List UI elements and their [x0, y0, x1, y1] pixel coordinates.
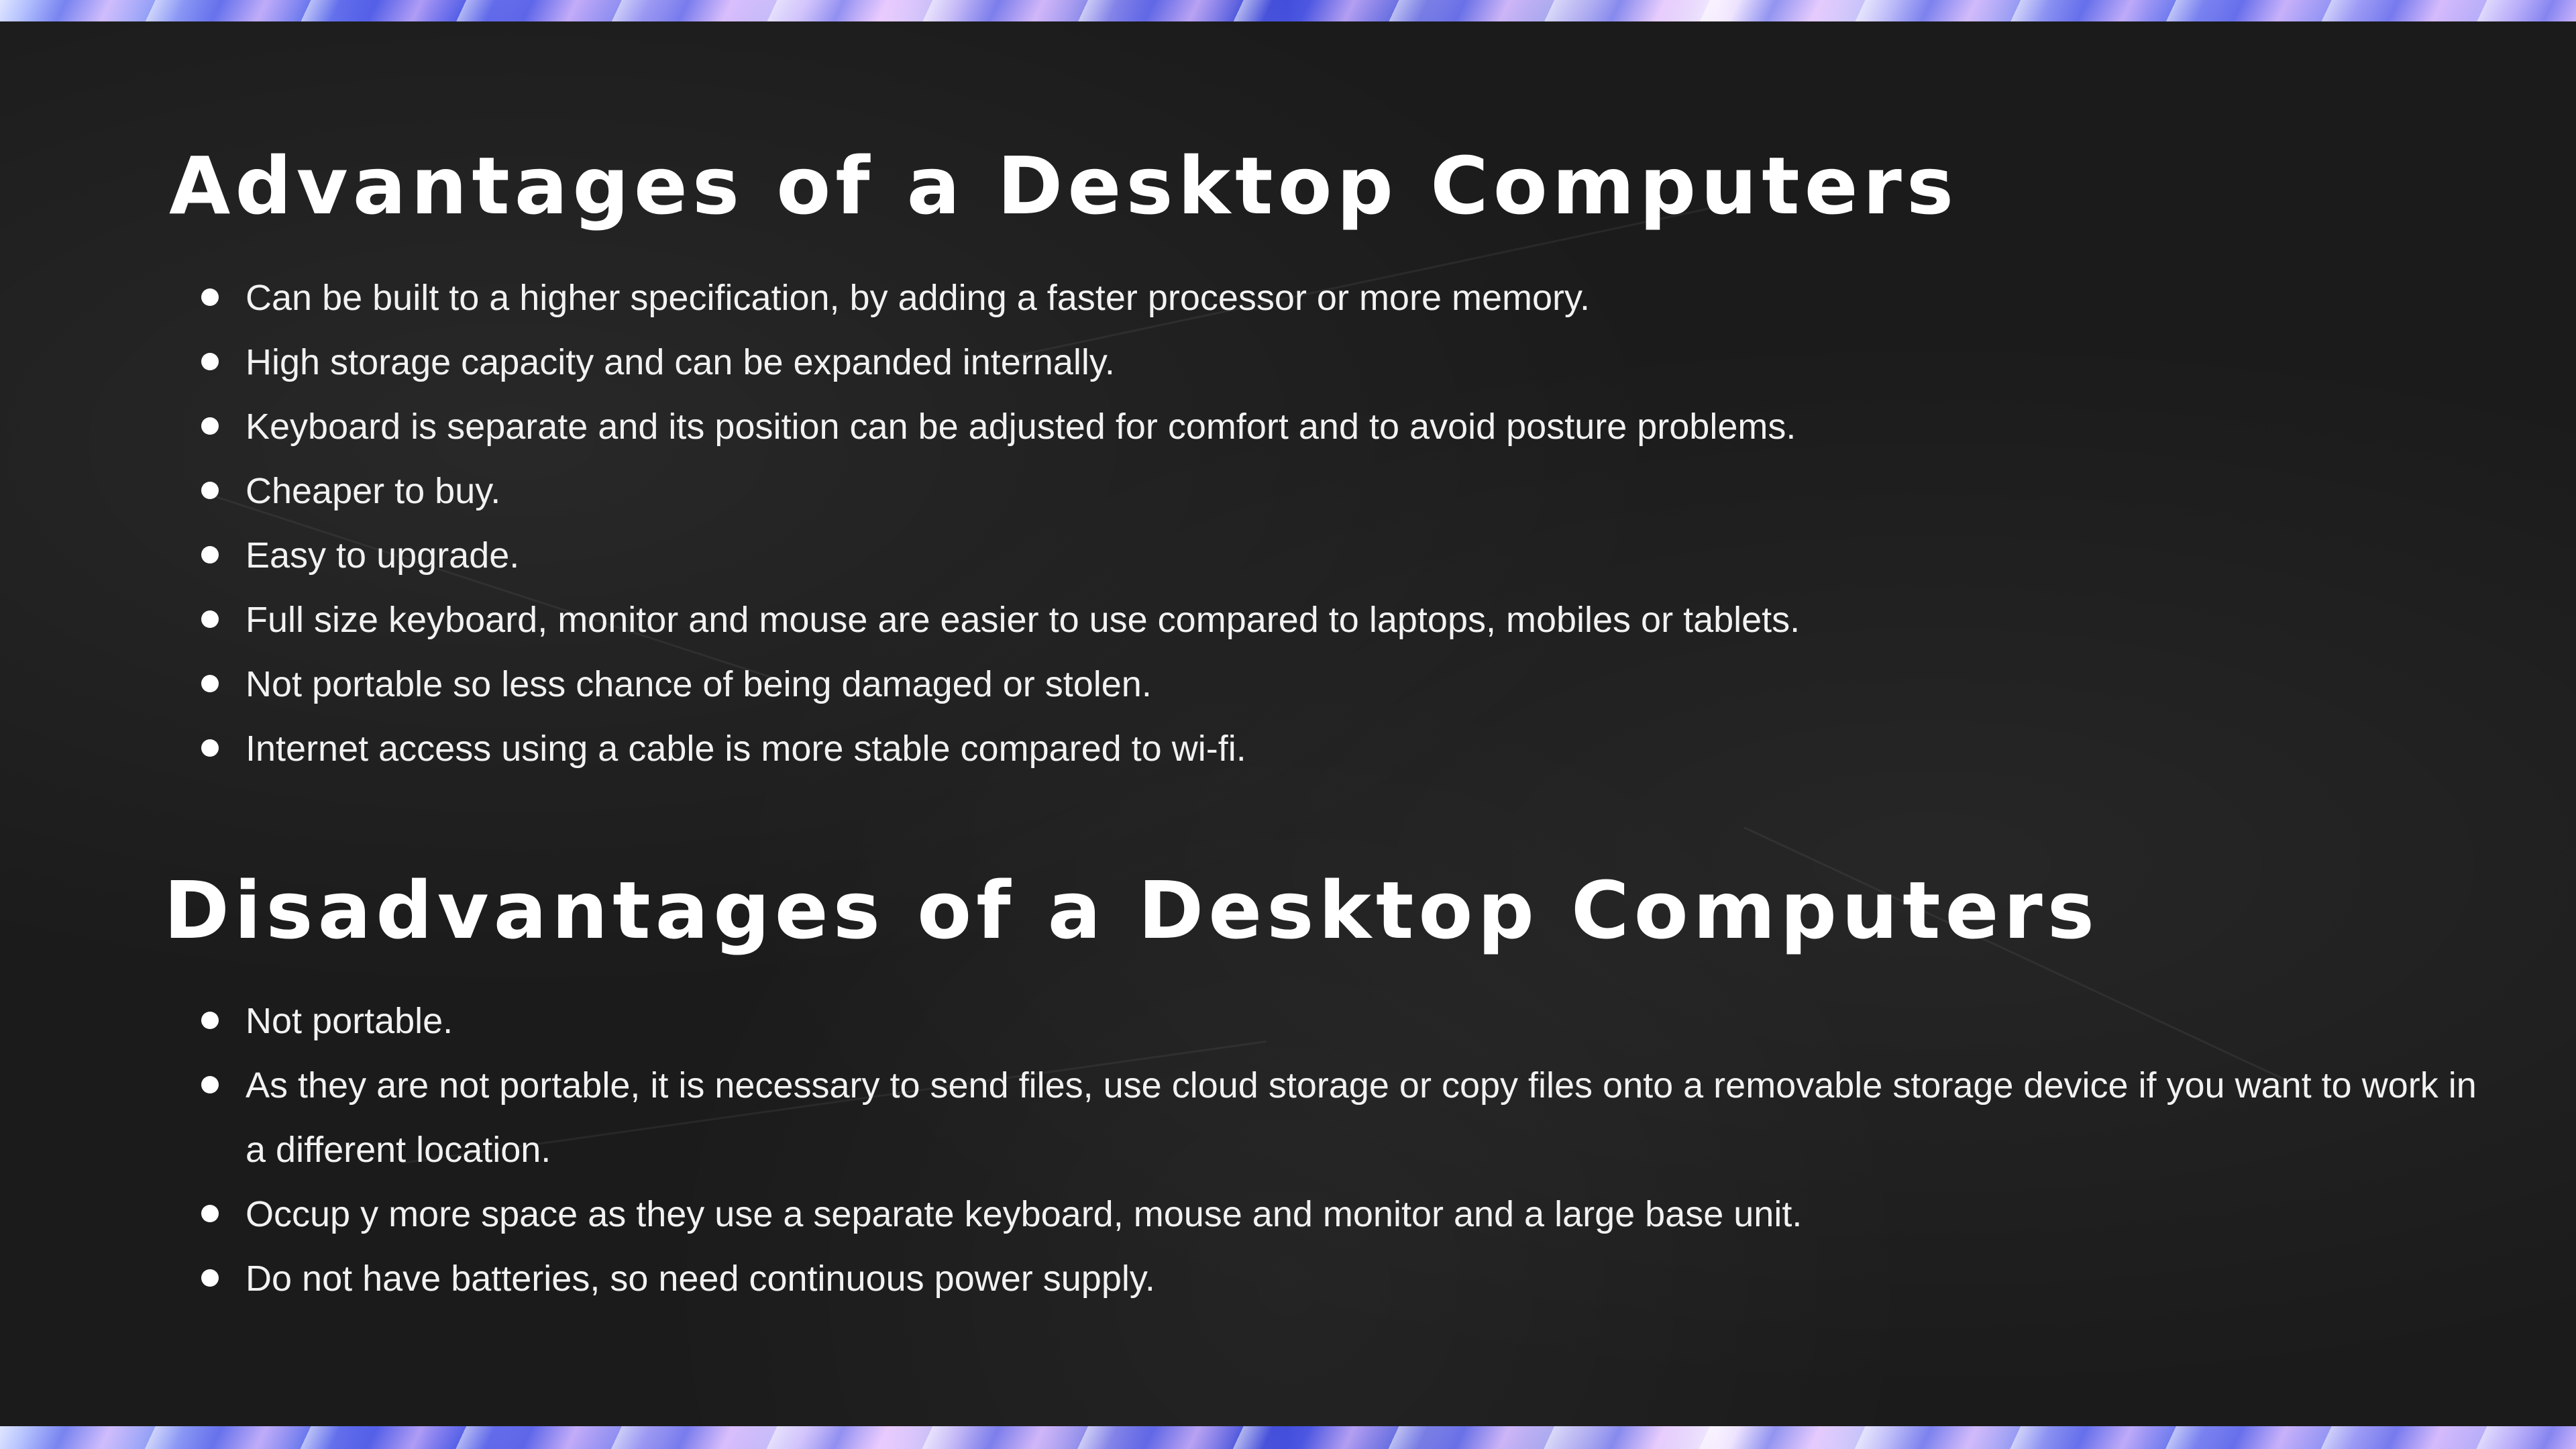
advantages-list: Can be built to a higher specification, … — [201, 266, 2482, 781]
list-item: Not portable so less chance of being dam… — [201, 652, 2482, 716]
list-item-text: Can be built to a higher specification, … — [246, 278, 1590, 318]
list-item: High storage capacity and can be expande… — [201, 330, 2482, 394]
list-item: Easy to upgrade. — [201, 523, 2482, 588]
bullet-icon — [201, 1269, 219, 1287]
list-item: Not portable. — [201, 989, 2482, 1053]
disadvantages-list: Not portable. As they are not portable, … — [201, 989, 2482, 1311]
list-item-text: Full size keyboard, monitor and mouse ar… — [246, 600, 1801, 640]
list-item-text: Keyboard is separate and its position ca… — [246, 407, 1796, 447]
decorative-bottom-band — [0, 1426, 2576, 1449]
bullet-icon — [201, 353, 219, 370]
list-item-text: Internet access using a cable is more st… — [246, 729, 1246, 769]
bullet-icon — [201, 417, 219, 435]
list-item: Full size keyboard, monitor and mouse ar… — [201, 588, 2482, 652]
bullet-icon — [201, 1012, 219, 1029]
textured-background — [0, 21, 2576, 1426]
list-item: Internet access using a cable is more st… — [201, 716, 2482, 781]
bullet-icon — [201, 482, 219, 499]
list-item: Do not have batteries, so need continuou… — [201, 1246, 2482, 1311]
list-item: As they are not portable, it is necessar… — [201, 1053, 2482, 1182]
list-item-text: Easy to upgrade. — [246, 535, 520, 576]
list-item-text: Cheaper to buy. — [246, 471, 501, 511]
bullet-icon — [201, 739, 219, 757]
list-item: Occup y more space as they use a separat… — [201, 1182, 2482, 1246]
list-item-text: Do not have batteries, so need continuou… — [246, 1258, 1155, 1299]
advantages-heading: Advantages of a Desktop Computers — [169, 140, 1959, 232]
bullet-icon — [201, 288, 219, 306]
list-item: Can be built to a higher specification, … — [201, 266, 2482, 330]
list-item: Keyboard is separate and its position ca… — [201, 394, 2482, 459]
bullet-icon — [201, 1076, 219, 1093]
bullet-icon — [201, 546, 219, 564]
list-item-text: Occup y more space as they use a separat… — [246, 1194, 1803, 1234]
list-item-text: High storage capacity and can be expande… — [246, 342, 1115, 382]
bullet-icon — [201, 610, 219, 628]
list-item-text: Not portable. — [246, 1001, 453, 1041]
bullet-icon — [201, 675, 219, 692]
list-item: Cheaper to buy. — [201, 459, 2482, 523]
list-item-text: Not portable so less chance of being dam… — [246, 664, 1152, 704]
disadvantages-heading: Disadvantages of a Desktop Computers — [164, 864, 2099, 957]
decorative-top-band — [0, 0, 2576, 21]
list-item-text: As they are not portable, it is necessar… — [246, 1065, 2477, 1170]
bullet-icon — [201, 1205, 219, 1222]
